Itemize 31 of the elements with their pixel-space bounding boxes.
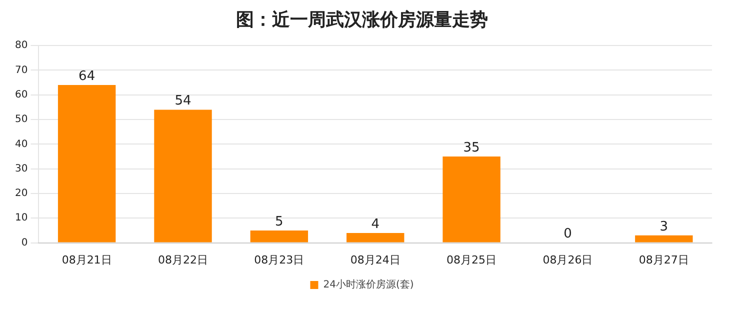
legend-label: 24小时涨价房源(套) [323,278,414,291]
bar [58,85,116,242]
data-label: 64 [78,68,96,84]
y-tick-label: 0 [21,237,28,248]
y-tick-label: 70 [14,64,28,76]
data-label: 0 [564,226,572,242]
bar [635,235,693,242]
data-label: 35 [463,140,480,156]
x-tick-label: 08月23日 [254,253,304,266]
data-label: 4 [371,216,380,232]
bar [346,232,404,242]
x-tick-label: 08月22日 [158,253,208,266]
bar [154,110,212,242]
y-tick-label: 10 [14,212,28,224]
x-tick-label: 08月24日 [350,253,400,266]
bar [250,230,308,242]
y-tick-label: 40 [14,138,28,150]
y-tick-label: 60 [14,89,28,100]
data-label: 5 [275,214,284,230]
x-tick-label: 08月27日 [638,253,689,266]
y-tick-label: 30 [14,163,28,174]
y-tick-label: 80 [14,40,28,52]
x-tick-label: 08月21日 [62,253,112,266]
data-label: 54 [174,94,192,109]
bar [442,156,500,242]
y-tick-label: 20 [14,188,28,200]
chart-title: 图：近一周武汉涨价房源量走势 [236,9,488,30]
data-label: 3 [660,219,668,234]
y-tick-label: 50 [14,114,28,126]
x-tick-label: 08月25日 [446,253,497,266]
x-tick-label: 08月26日 [542,253,593,266]
